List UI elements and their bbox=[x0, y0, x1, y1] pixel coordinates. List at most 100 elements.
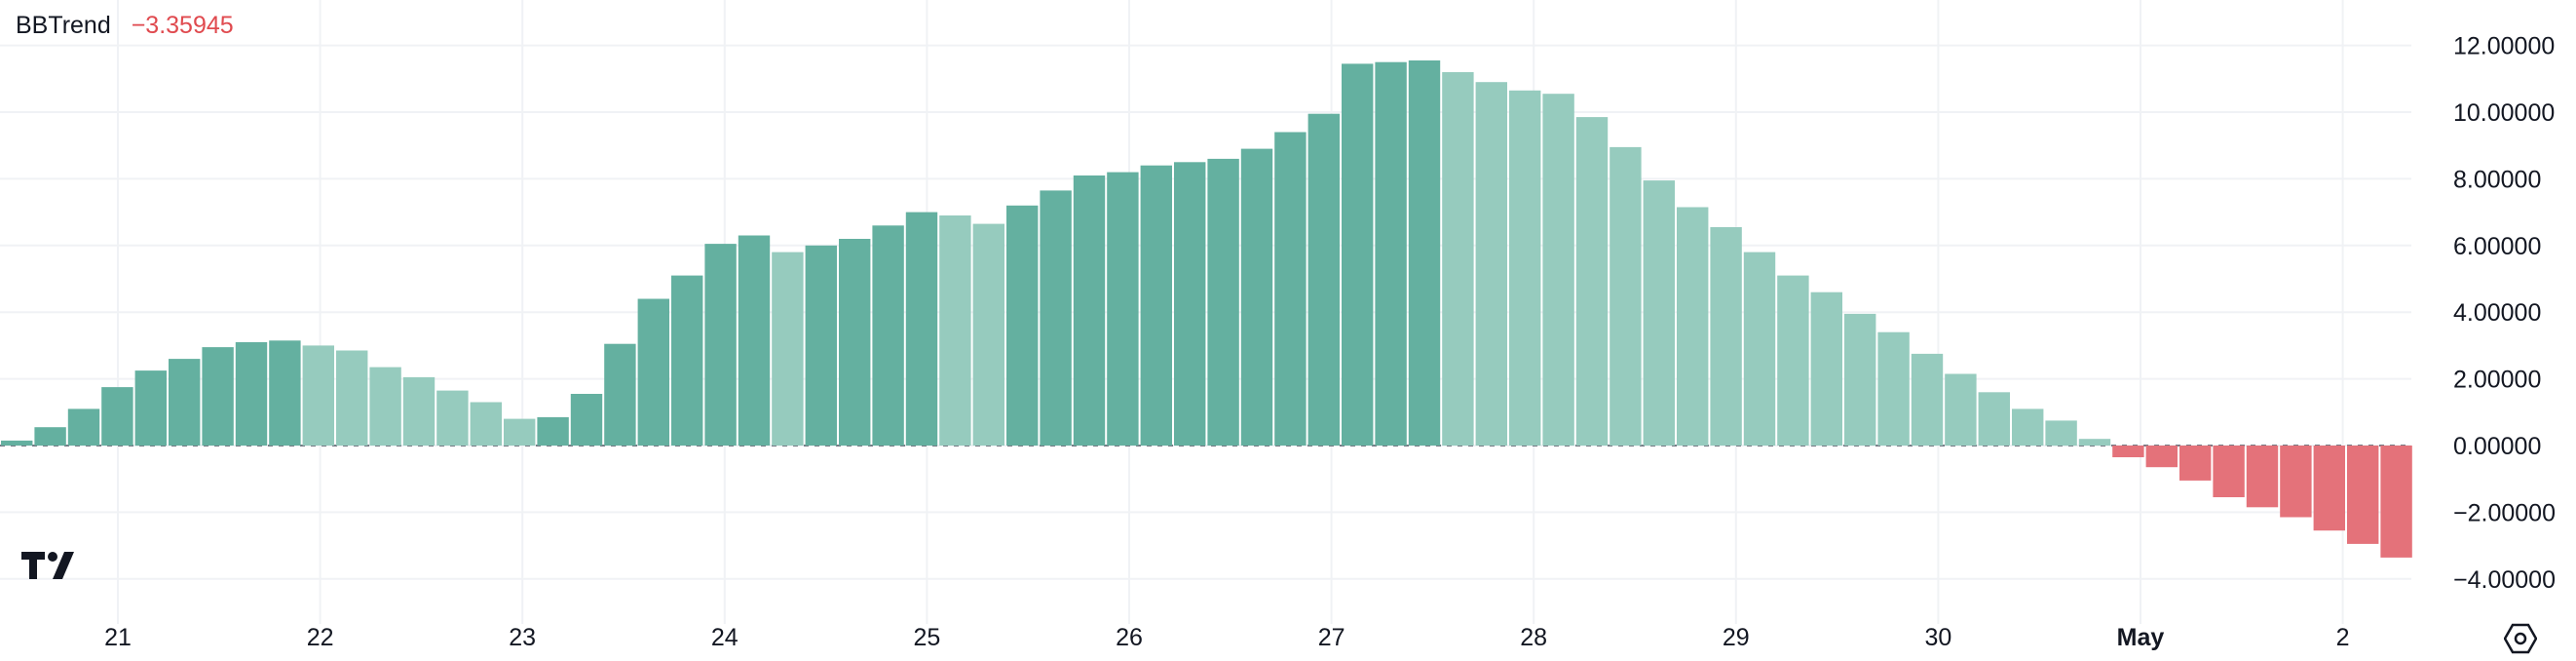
indicator-name[interactable]: BBTrend bbox=[16, 12, 111, 39]
x-tick-label: 23 bbox=[509, 624, 536, 651]
bar[interactable] bbox=[402, 376, 436, 446]
bar[interactable] bbox=[1810, 292, 1842, 446]
bar[interactable] bbox=[302, 345, 334, 446]
bar[interactable] bbox=[2280, 446, 2312, 518]
bar[interactable] bbox=[2045, 420, 2077, 447]
bar[interactable] bbox=[1073, 175, 1106, 446]
y-tick-label: 8.00000 bbox=[2453, 166, 2541, 193]
bar[interactable] bbox=[336, 350, 368, 447]
bar[interactable] bbox=[1677, 207, 1709, 447]
bar[interactable] bbox=[2313, 446, 2345, 531]
bars bbox=[1, 60, 2412, 558]
bar[interactable] bbox=[1743, 252, 1776, 446]
bar[interactable] bbox=[436, 390, 469, 446]
bar[interactable] bbox=[101, 387, 133, 446]
indicator-value: −3.35945 bbox=[131, 12, 234, 39]
bar[interactable] bbox=[504, 418, 536, 446]
bar[interactable] bbox=[1, 440, 33, 446]
bar[interactable] bbox=[1342, 63, 1374, 447]
gear-icon[interactable] bbox=[2503, 622, 2538, 660]
bar[interactable] bbox=[1575, 117, 1609, 446]
bar[interactable] bbox=[1307, 113, 1340, 446]
x-tick-label: May bbox=[2117, 624, 2165, 651]
bar[interactable] bbox=[2347, 446, 2379, 544]
x-tick-label: 26 bbox=[1116, 624, 1143, 651]
bar[interactable] bbox=[1877, 331, 1910, 446]
bar[interactable] bbox=[604, 343, 636, 446]
bar[interactable] bbox=[805, 245, 837, 446]
bar[interactable] bbox=[1240, 148, 1273, 446]
bar[interactable] bbox=[1140, 165, 1172, 446]
bar[interactable] bbox=[905, 212, 938, 446]
x-tick-label: 29 bbox=[1723, 624, 1750, 651]
x-tick-label: 24 bbox=[711, 624, 739, 651]
bar[interactable] bbox=[1274, 132, 1307, 447]
indicator-legend: BBTrend −3.35945 bbox=[16, 12, 234, 40]
x-tick-label: 21 bbox=[104, 624, 132, 651]
bar[interactable] bbox=[2078, 439, 2111, 446]
bar[interactable] bbox=[202, 347, 234, 446]
bar[interactable] bbox=[1475, 82, 1507, 446]
bar[interactable] bbox=[1610, 146, 1642, 446]
bar[interactable] bbox=[537, 416, 569, 446]
x-tick-label: 2 bbox=[2336, 624, 2350, 651]
bar[interactable] bbox=[1174, 162, 1206, 447]
bar[interactable] bbox=[1006, 205, 1039, 446]
bar[interactable] bbox=[1911, 353, 1944, 446]
y-tick-label: 0.00000 bbox=[2453, 433, 2541, 460]
y-tick-label: 2.00000 bbox=[2453, 367, 2541, 394]
bar[interactable] bbox=[235, 342, 268, 446]
y-tick-label: 6.00000 bbox=[2453, 233, 2541, 260]
bar[interactable] bbox=[269, 340, 301, 446]
bar[interactable] bbox=[470, 402, 502, 447]
bar[interactable] bbox=[169, 359, 201, 446]
bar[interactable] bbox=[1207, 158, 1239, 446]
bar[interactable] bbox=[1040, 190, 1072, 446]
bar[interactable] bbox=[2012, 408, 2044, 446]
bar[interactable] bbox=[671, 275, 703, 446]
bar[interactable] bbox=[134, 370, 167, 447]
bar[interactable] bbox=[839, 239, 871, 446]
y-tick-label: 4.00000 bbox=[2453, 299, 2541, 327]
bar[interactable] bbox=[2145, 446, 2178, 468]
bar[interactable] bbox=[704, 244, 737, 446]
bar[interactable] bbox=[570, 394, 603, 446]
bar[interactable] bbox=[369, 367, 401, 446]
bar[interactable] bbox=[2246, 446, 2279, 508]
bar[interactable] bbox=[1777, 275, 1809, 446]
x-tick-label: 30 bbox=[1924, 624, 1951, 651]
tradingview-logo-icon[interactable] bbox=[21, 552, 82, 586]
bar[interactable] bbox=[67, 408, 100, 446]
bar[interactable] bbox=[1408, 60, 1441, 446]
bar[interactable] bbox=[2112, 446, 2144, 457]
bar[interactable] bbox=[1509, 90, 1541, 447]
bar[interactable] bbox=[1844, 313, 1876, 446]
x-tick-label: 22 bbox=[307, 624, 334, 651]
bar[interactable] bbox=[1945, 373, 1977, 447]
bar[interactable] bbox=[2380, 446, 2412, 558]
bar[interactable] bbox=[1978, 392, 2010, 446]
bar[interactable] bbox=[972, 223, 1004, 446]
bar[interactable] bbox=[872, 225, 904, 446]
bar[interactable] bbox=[939, 215, 971, 446]
chart-grid bbox=[0, 0, 2411, 624]
y-tick-label: 10.00000 bbox=[2453, 99, 2555, 127]
x-tick-label: 25 bbox=[913, 624, 940, 651]
bar[interactable] bbox=[1710, 227, 1742, 446]
bar[interactable] bbox=[1542, 94, 1574, 446]
bar[interactable] bbox=[637, 298, 669, 447]
bar[interactable] bbox=[738, 235, 771, 447]
bar[interactable] bbox=[1643, 180, 1675, 446]
y-tick-label: 12.00000 bbox=[2453, 33, 2555, 60]
bar[interactable] bbox=[34, 427, 66, 446]
bar[interactable] bbox=[772, 252, 804, 446]
bar[interactable] bbox=[2179, 446, 2212, 481]
bar[interactable] bbox=[1375, 61, 1407, 446]
x-axis: 21 22 23 24 25 26 27 28 29 30 May 2 bbox=[104, 624, 2349, 651]
bar[interactable] bbox=[2213, 446, 2245, 497]
bar[interactable] bbox=[1107, 172, 1139, 446]
x-tick-label: 28 bbox=[1520, 624, 1547, 651]
x-tick-label: 27 bbox=[1318, 624, 1345, 651]
bar[interactable] bbox=[1442, 72, 1474, 446]
